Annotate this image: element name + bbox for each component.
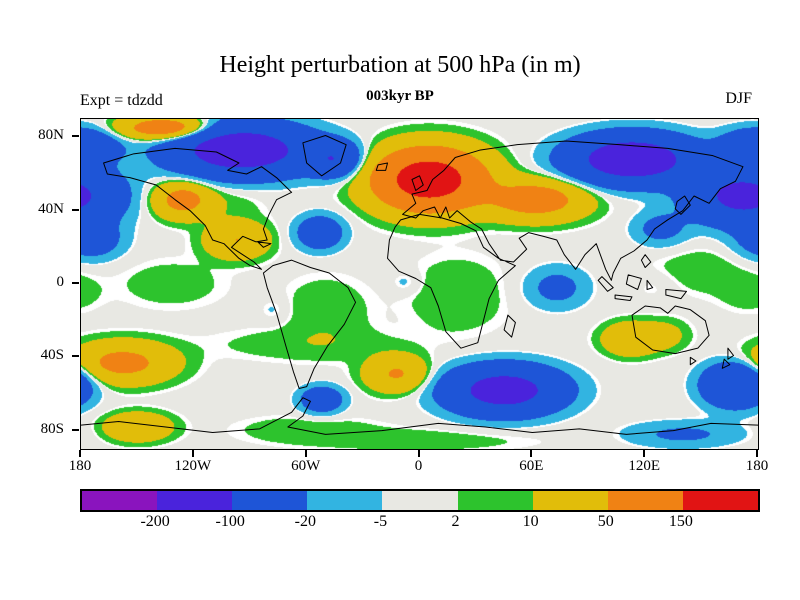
colorbar-tick-label: -5	[373, 513, 388, 530]
x-tick-label: 0	[414, 458, 423, 474]
season-label: DJF	[725, 90, 752, 107]
figure-title: Height perturbation at 500 hPa (in m)	[219, 52, 581, 78]
x-tick-label: 60W	[291, 458, 321, 474]
colorbar-segment	[307, 491, 383, 510]
map-plot-area	[80, 118, 759, 450]
colorbar-tick-label: -100	[215, 513, 245, 530]
x-tick-mark	[417, 450, 420, 457]
x-tick-label: 120E	[628, 458, 660, 474]
colorbar-segment	[457, 491, 533, 510]
colorbar-segment	[82, 491, 158, 510]
y-tick-mark	[72, 282, 79, 284]
x-tick-label: 120W	[174, 458, 212, 474]
y-tick-label: 40S	[40, 347, 64, 364]
x-tick-mark	[530, 450, 533, 457]
field-canvas	[81, 119, 758, 449]
x-tick-mark	[79, 450, 81, 457]
colorbar-tick-label: -20	[294, 513, 316, 530]
x-tick-mark	[756, 450, 758, 457]
colorbar-tick-label: 50	[597, 513, 614, 530]
colorbar-tick-label: -200	[140, 513, 170, 530]
experiment-label: Expt = tdzdd	[80, 92, 163, 109]
colorbar-tick-label: 10	[522, 513, 539, 530]
colorbar-segment	[607, 491, 683, 510]
x-tick-mark	[643, 450, 646, 457]
x-tick-label: 60E	[519, 458, 544, 474]
x-tick-label: 180	[745, 458, 769, 474]
y-tick-mark	[72, 355, 79, 358]
colorbar-tick-label: 2	[451, 513, 460, 530]
colorbar-segment	[157, 491, 233, 510]
y-tick-mark	[72, 428, 79, 431]
y-tick-label: 0	[56, 274, 65, 290]
figure-subtitle: 003kyr BP	[366, 88, 434, 104]
colorbar-tick-label: 150	[668, 513, 693, 530]
colorbar-segment	[232, 491, 308, 510]
colorbar-labels: -200 -100 -20 -5 2 10 50 150	[80, 513, 756, 535]
coastlines	[81, 136, 758, 435]
y-tick-label: 80N	[38, 127, 64, 144]
y-axis: 80N 40N 0 40S 80S	[0, 118, 80, 452]
colorbar	[80, 489, 760, 512]
y-tick-label: 40N	[38, 200, 64, 217]
y-tick-label: 80S	[40, 420, 64, 437]
coastline-overlay	[81, 119, 758, 449]
colorbar-segment	[682, 491, 758, 510]
x-tick-mark	[304, 450, 307, 457]
x-axis: 180 120W 60W 0 60E 120E 180	[69, 449, 768, 481]
y-tick-mark	[72, 135, 79, 138]
x-tick-mark	[191, 450, 194, 457]
x-tick-label: 180	[68, 458, 92, 474]
colorbar-segment	[382, 491, 458, 510]
y-tick-mark	[72, 208, 79, 211]
colorbar-segment	[532, 491, 608, 510]
